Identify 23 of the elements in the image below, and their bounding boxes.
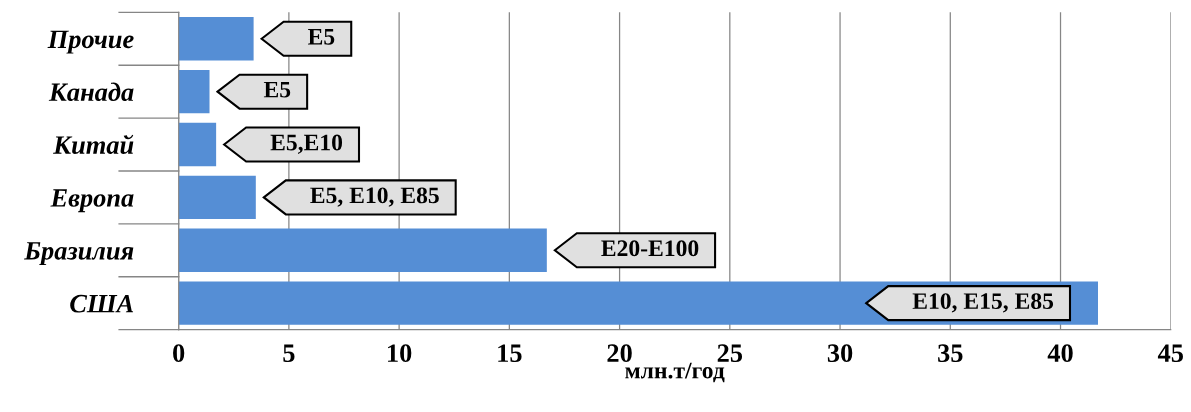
annotation: E20-E100 <box>601 240 699 257</box>
x-tick-label: 45 <box>1157 344 1183 363</box>
annotation: E5,E10 <box>270 134 343 154</box>
x-axis-title: млн.т/год <box>625 362 725 383</box>
y-tick-label: Прочие <box>47 30 134 54</box>
x-tick-label: 5 <box>283 344 295 363</box>
annotation: E5 <box>308 29 335 45</box>
annotation: E5 <box>263 81 291 98</box>
y-tick-label: Бразилия <box>24 242 134 266</box>
x-tick-label: 30 <box>827 344 853 363</box>
annotation: E10, E15, E85 <box>912 293 1054 313</box>
x-tick-label: 20 <box>607 344 632 363</box>
x-tick-label: 40 <box>1047 344 1073 363</box>
x-tick-label: 25 <box>717 344 743 363</box>
x-tick-label: 10 <box>388 344 412 363</box>
x-tick-label: 35 <box>938 344 963 363</box>
annotation: E5, E10, E85 <box>310 187 439 207</box>
x-tick-label: 0 <box>173 344 185 363</box>
y-tick-label: Канада <box>48 82 134 102</box>
x-tick-label: 15 <box>498 344 522 363</box>
y-tick-label: Китай <box>53 134 134 155</box>
y-tick-label: США <box>70 294 134 313</box>
y-tick-label: Европа <box>50 189 134 213</box>
